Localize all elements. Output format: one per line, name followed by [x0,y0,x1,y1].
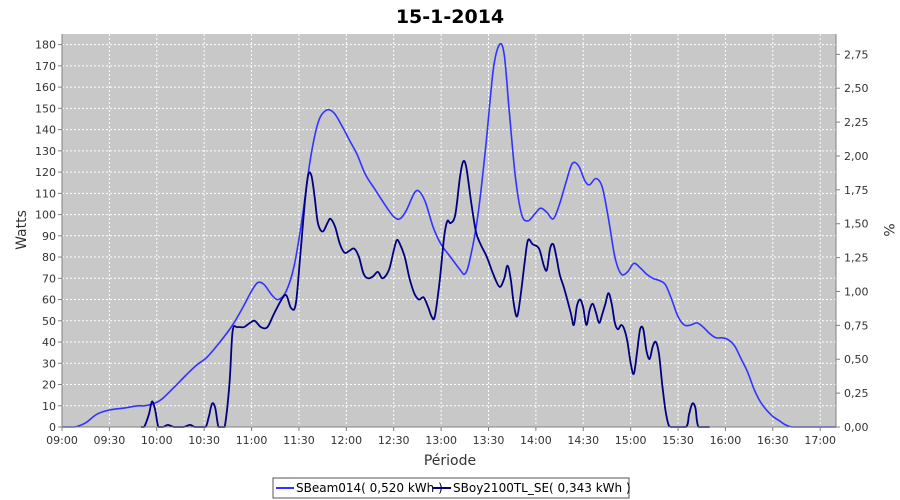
x-tick-label: 16:00 [710,434,742,447]
y2-tick-label: 0,50 [844,353,869,366]
x-tick-label: 14:00 [520,434,552,447]
y-tick-label: 30 [42,357,56,370]
x-tick-label: 13:30 [473,434,505,447]
y2-tick-label: 0,75 [844,319,869,332]
y2-tick-label: 2,75 [844,48,869,61]
x-tick-label: 17:00 [804,434,836,447]
x-tick-label: 12:00 [330,434,362,447]
x-tick-label: 15:00 [615,434,647,447]
series-line-sboy2100tl [141,160,710,428]
y2-tick-label: 1,00 [844,285,869,298]
y-tick-label: 40 [42,336,56,349]
y-tick-label: 140 [35,124,56,137]
x-tick-label: 11:00 [236,434,268,447]
y2-tick-label: 1,25 [844,252,869,265]
legend-entry-sbeam014: SBeam014( 0,520 kWh ) [296,481,443,495]
legend-entry-sboy2100tl: SBoy2100TL_SE( 0,343 kWh ) [453,481,631,495]
y-tick-label: 80 [42,251,56,264]
y-axis-label: Watts [14,210,30,250]
x-axis-ticks: 09:00 09:30 10:00 10:30 11:00 11:30 12:00 12:30… [46,427,836,447]
x-tick-label: 14:30 [567,434,599,447]
y-tick-label: 130 [35,145,56,158]
y-tick-label: 160 [35,81,56,94]
y2-tick-label: 0,25 [844,387,869,400]
y-tick-label: 180 [35,39,56,52]
x-tick-label: 10:00 [141,434,173,447]
x-tick-label: 10:30 [188,434,220,447]
chart-title: 15-1-2014 [396,6,504,28]
y-tick-label: 110 [35,187,56,200]
y-axis-ticks: 0 10 20 30 40 50 60 70 80 90 100 110 120 130 140 150 160… [35,39,62,434]
y2-tick-label: 2,00 [844,150,869,163]
x-tick-label: 16:30 [757,434,789,447]
y-tick-label: 170 [35,60,56,73]
y2-axis-ticks: 0,00 0,25 0,50 0,75 1,00 1,25 1,50 1,75 2,00 2,25… [836,48,869,434]
y2-tick-label: 2,25 [844,116,869,129]
y2-tick-label: 1,75 [844,184,869,197]
x-tick-label: 11:30 [283,434,315,447]
plot-area [62,34,836,427]
legend: SBeam014( 0,520 kWh ) SBoy2100TL_SE( 0,3… [272,477,631,499]
y-tick-label: 70 [42,272,56,285]
x-axis-label: Période [424,453,476,469]
y2-tick-label: 2,50 [844,82,869,95]
y-tick-label: 10 [42,400,56,413]
y2-tick-label: 1,50 [844,218,869,231]
y2-axis-label: % [880,223,896,236]
y-tick-label: 20 [42,379,56,392]
x-tick-label: 13:00 [425,434,457,447]
x-tick-label: 09:00 [46,434,78,447]
y2-tick-label: 0,00 [844,421,869,434]
x-tick-label: 09:30 [94,434,126,447]
y-tick-label: 100 [35,209,56,222]
y-tick-label: 120 [35,166,56,179]
series-layer [62,42,836,428]
series-line-sbeam014 [62,42,836,428]
y-tick-label: 60 [42,294,56,307]
grid [62,34,836,427]
y-tick-label: 90 [42,230,56,243]
x-tick-label: 15:30 [662,434,694,447]
y-tick-label: 0 [49,421,56,434]
y-tick-label: 50 [42,315,56,328]
x-tick-label: 12:30 [378,434,410,447]
y-tick-label: 150 [35,102,56,115]
